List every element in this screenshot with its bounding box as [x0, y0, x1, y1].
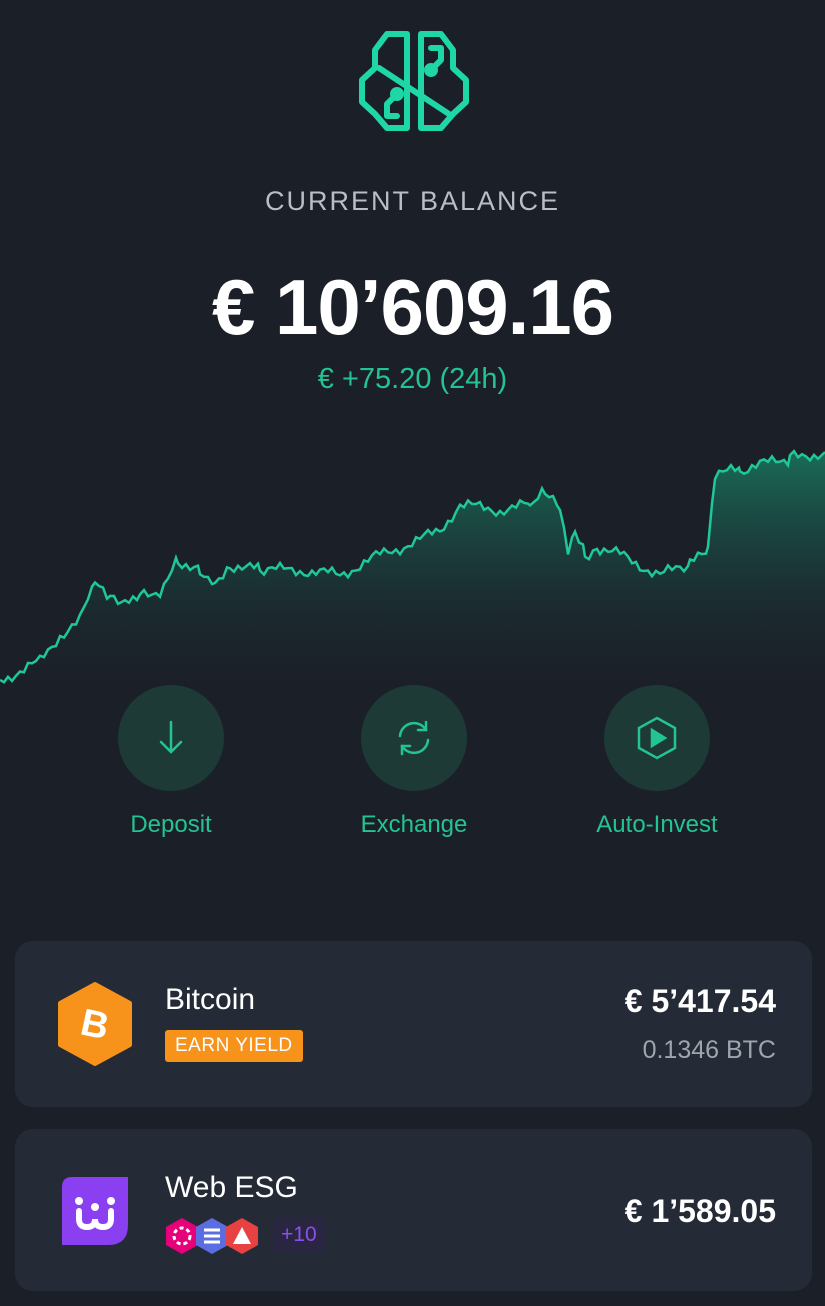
- polkadot-icon: [166, 1218, 198, 1254]
- exchange-icon-circle: [361, 685, 467, 791]
- balance-change: € +75.20 (24h): [317, 363, 508, 395]
- deposit-label: Deposit: [130, 811, 212, 838]
- asset-row-web-esg[interactable]: Web ESG +10 € 1’589.05: [15, 1129, 812, 1291]
- earn-yield-badge[interactable]: EARN YIELD: [165, 1030, 303, 1062]
- bitcoin-icon: B: [58, 982, 132, 1066]
- asset-value: € 1’589.05: [624, 1193, 776, 1229]
- avalanche-icon: [226, 1218, 258, 1254]
- balance-amount: € 10’609.16: [211, 263, 614, 351]
- play-icon: [637, 716, 677, 760]
- asset-name: Bitcoin: [165, 983, 256, 1016]
- solana-icon: [196, 1218, 228, 1254]
- web-esg-icon: [62, 1177, 128, 1245]
- deposit-icon-circle: [118, 685, 224, 791]
- deposit-button[interactable]: Deposit: [71, 685, 271, 839]
- asset-value: € 5’417.54: [624, 983, 776, 1019]
- asset-amount: 0.1346 BTC: [642, 1036, 776, 1064]
- exchange-label: Exchange: [360, 811, 468, 838]
- asset-row-bitcoin[interactable]: B Bitcoin EARN YIELD € 5’417.54 0.1346 B…: [15, 941, 812, 1107]
- app-logo: [359, 31, 469, 131]
- sparkline-area: [0, 451, 825, 710]
- arrow-down-icon: [159, 720, 183, 754]
- refresh-icon: [398, 720, 430, 756]
- portfolio-coin-icons: [166, 1218, 258, 1254]
- auto-invest-icon-circle: [604, 685, 710, 791]
- auto-invest-button[interactable]: Auto-Invest: [557, 685, 757, 839]
- balance-label: CURRENT BALANCE: [264, 186, 561, 216]
- balance-sparkline: [0, 449, 825, 710]
- auto-invest-label: Auto-Invest: [596, 811, 718, 838]
- asset-name: Web ESG: [165, 1171, 298, 1204]
- sparkline-line: [0, 449, 825, 684]
- more-coins-badge: +10: [273, 1218, 325, 1252]
- exchange-button[interactable]: Exchange: [314, 685, 514, 839]
